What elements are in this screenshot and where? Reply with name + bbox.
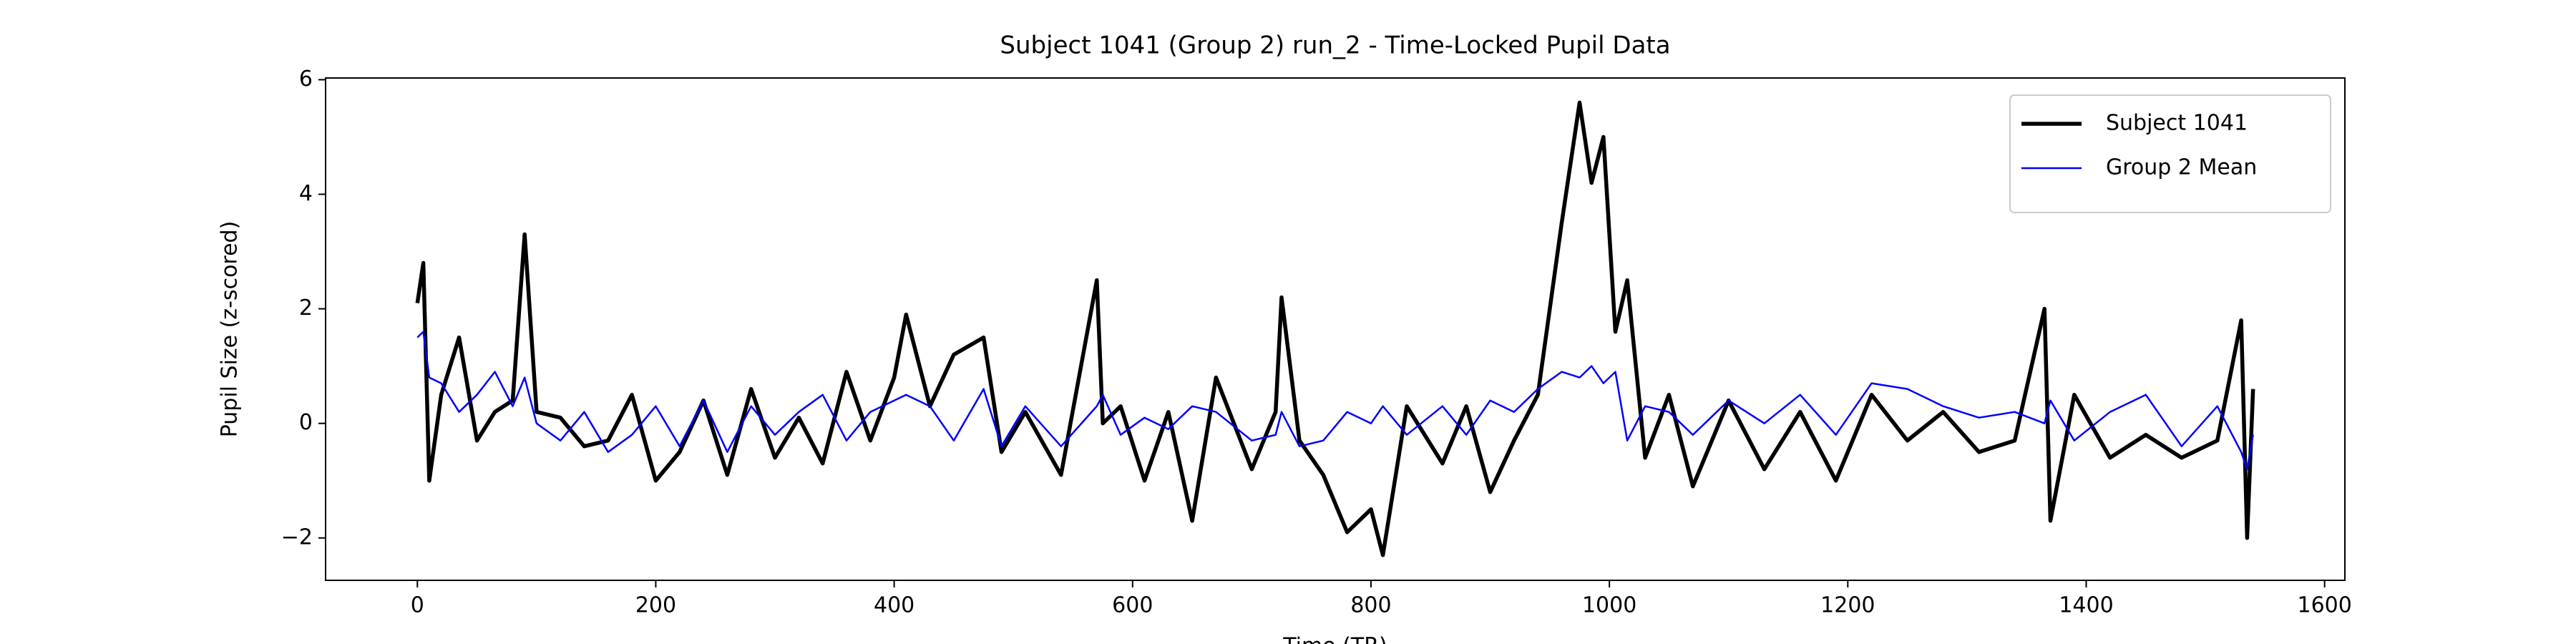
legend-label: Subject 1041 (2106, 111, 2248, 136)
x-tick-label: 1200 (1820, 593, 1875, 618)
x-axis-label: Time (TR) (1282, 634, 1387, 644)
y-tick-label: 4 (299, 181, 313, 206)
y-tick-label: −2 (281, 525, 313, 550)
x-tick-label: 400 (874, 593, 914, 618)
x-tick-label: 200 (635, 593, 676, 618)
y-tick-label: 0 (299, 410, 313, 435)
legend-label: Group 2 Mean (2106, 155, 2257, 180)
data-line (416, 331, 2254, 470)
x-tick-label: 1000 (1582, 593, 1636, 618)
plot-frame (325, 77, 2346, 581)
legend: Subject 1041 Group 2 Mean (2009, 94, 2331, 213)
legend-box (2009, 94, 2331, 213)
x-tick-label: 1600 (2298, 593, 2352, 618)
y-axis-label: Pupil Size (z-scored) (218, 221, 243, 438)
x-tick-label: 1400 (2059, 593, 2113, 618)
y-tick-label: 6 (299, 67, 313, 92)
y-tick-label: 2 (299, 296, 313, 321)
x-tick-label: 0 (411, 593, 424, 618)
x-tick-label: 600 (1112, 593, 1153, 618)
x-tick-label: 800 (1350, 593, 1391, 618)
chart-title: Subject 1041 (Group 2) run_2 - Time-Lock… (1000, 31, 1670, 60)
data-line (415, 100, 2255, 557)
